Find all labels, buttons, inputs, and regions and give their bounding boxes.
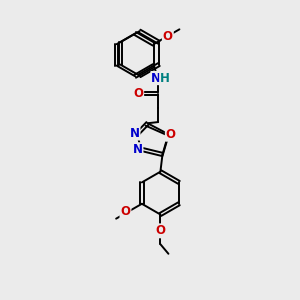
- Text: O: O: [155, 224, 165, 237]
- Text: O: O: [163, 29, 173, 43]
- Text: O: O: [133, 87, 143, 100]
- Text: H: H: [160, 72, 170, 85]
- Text: O: O: [121, 205, 130, 218]
- Text: N: N: [151, 72, 161, 85]
- Text: O: O: [166, 128, 176, 141]
- Text: N: N: [130, 127, 140, 140]
- Text: N: N: [133, 143, 142, 156]
